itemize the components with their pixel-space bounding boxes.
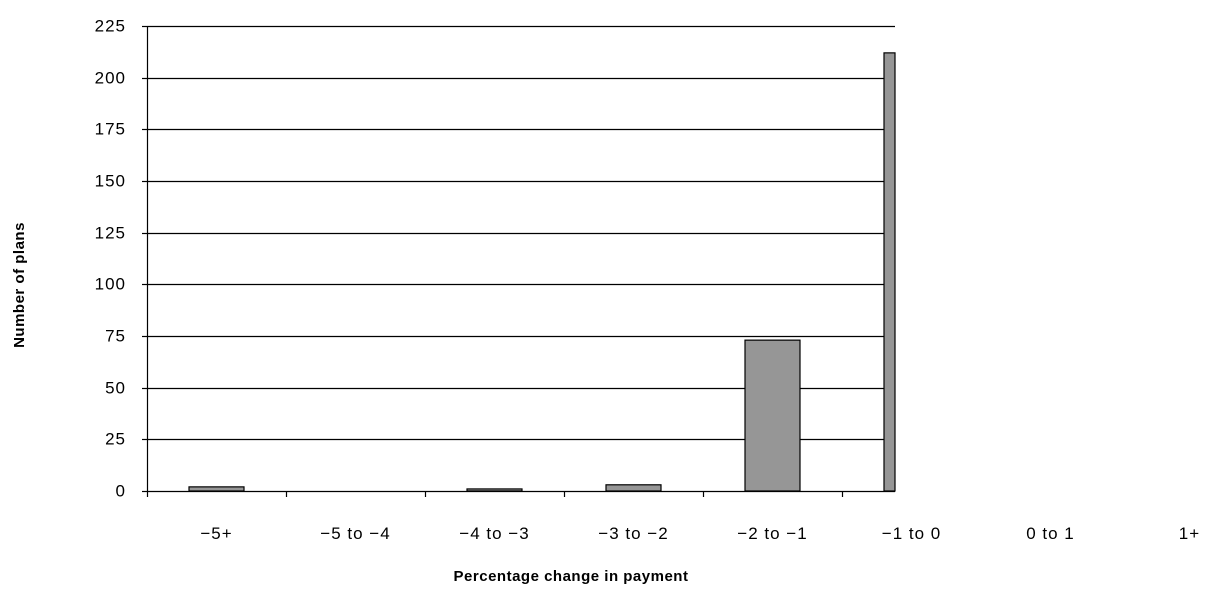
y-axis-title: Number of plans (11, 222, 28, 348)
bars-layer (188, 52, 896, 492)
y-tick-label: 100 (95, 275, 126, 294)
y-tick-label: 25 (105, 430, 126, 449)
x-tick-labels: −5+ −5 to −4 −4 to −3 −3 to −2 −2 to −1 −1 to… (200, 524, 1200, 543)
x-tick-label: 1+ (1179, 524, 1200, 543)
x-tick-label: −3 to −2 (598, 524, 668, 543)
y-tick-label: 175 (95, 120, 126, 139)
y-tick-label: 75 (105, 327, 126, 346)
x-tick-label: −5 to −4 (320, 524, 390, 543)
y-tick-label: 225 (95, 17, 126, 36)
axes-layer (142, 25, 895, 497)
x-tick-label: −1 to 0 (882, 524, 941, 543)
bar (744, 339, 801, 492)
bar (188, 486, 245, 492)
bar (466, 488, 523, 492)
y-tick-label: 150 (95, 172, 126, 191)
x-tick-label: 0 to 1 (1026, 524, 1075, 543)
x-tick-label: −2 to −1 (737, 524, 807, 543)
x-tick-label: −5+ (200, 524, 232, 543)
y-tick-label: 0 (116, 482, 126, 501)
y-tick-labels: 0 25 50 75 100 125 150 175 200 225 (95, 17, 126, 501)
x-tick-label: −4 to −3 (459, 524, 529, 543)
y-tick-label: 50 (105, 379, 126, 398)
y-tick-label: 200 (95, 69, 126, 88)
y-tick-label: 125 (95, 224, 126, 243)
grid-layer (147, 25, 895, 441)
x-axis-title: Percentage change in payment (454, 568, 689, 585)
bar (883, 52, 896, 492)
bar (605, 484, 662, 492)
